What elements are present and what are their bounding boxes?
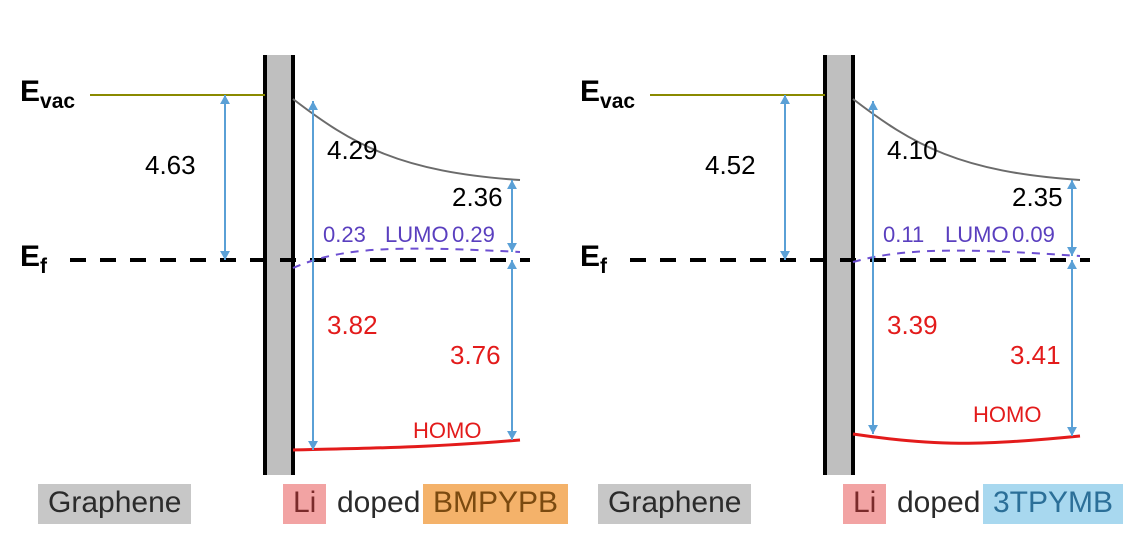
vac-interface: 4.10: [887, 135, 938, 166]
homo-curve: [853, 434, 1080, 443]
homo-label: HOMO: [973, 402, 1041, 428]
arrow-vac-bulk: [1067, 180, 1077, 256]
homo-interface: 3.39: [887, 310, 938, 341]
lumo-label: LUMO: [945, 222, 1009, 248]
arrow-homo-bulk: [1067, 260, 1077, 436]
chip-doped: doped: [887, 484, 990, 524]
lumo-interface: 0.11: [883, 222, 924, 248]
chip-material: 3TPYMB: [983, 484, 1123, 524]
wf-graphene: 4.52: [705, 150, 756, 181]
homo-bulk: 3.41: [1010, 340, 1061, 371]
arrow-wf-graphene: [780, 95, 790, 260]
chip-li: Li: [843, 484, 886, 524]
lumo-bulk: 0.09: [1012, 222, 1055, 248]
ef-symbol: Ef: [580, 240, 607, 279]
panel-svg-1: [0, 0, 1134, 536]
chip-graphene: Graphene: [598, 484, 751, 524]
arrow-vac-interface: [868, 101, 878, 434]
interface-bar: [825, 55, 853, 475]
vac-bulk: 2.35: [1012, 182, 1063, 213]
evac-symbol: Evac: [580, 75, 635, 114]
